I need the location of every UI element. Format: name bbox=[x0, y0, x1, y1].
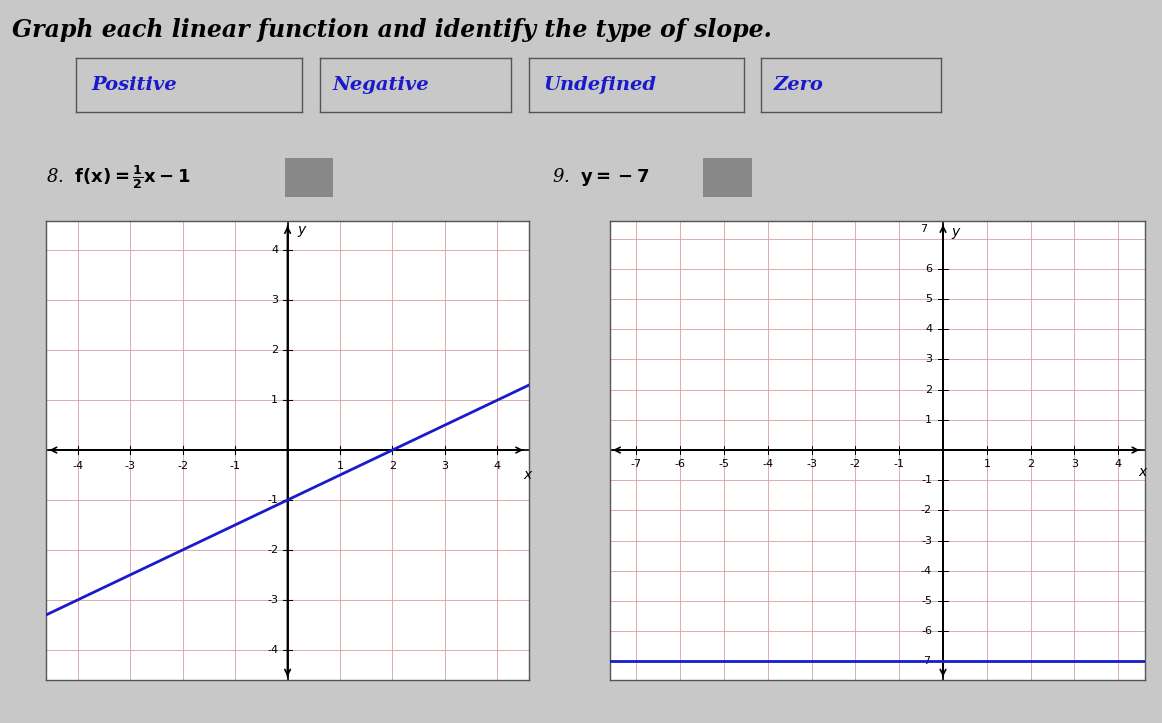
Text: 4: 4 bbox=[271, 245, 278, 255]
Text: 1: 1 bbox=[925, 415, 932, 425]
Text: x: x bbox=[1138, 465, 1146, 479]
Text: -5: -5 bbox=[921, 596, 932, 606]
Text: -4: -4 bbox=[762, 459, 774, 469]
Text: y: y bbox=[297, 223, 306, 237]
Text: 9.  $\mathbf{y = -7}$: 9. $\mathbf{y = -7}$ bbox=[552, 166, 650, 188]
Text: 4: 4 bbox=[925, 324, 932, 334]
Text: -3: -3 bbox=[267, 595, 278, 604]
Text: -7: -7 bbox=[921, 656, 932, 667]
Text: 2: 2 bbox=[925, 385, 932, 395]
Text: -2: -2 bbox=[849, 459, 861, 469]
Text: 4: 4 bbox=[1114, 459, 1121, 469]
Text: -1: -1 bbox=[894, 459, 905, 469]
Text: Graph each linear function and identify the type of slope.: Graph each linear function and identify … bbox=[12, 18, 772, 42]
Text: -6: -6 bbox=[921, 626, 932, 636]
Text: -7: -7 bbox=[631, 459, 641, 469]
Text: -2: -2 bbox=[177, 461, 188, 471]
Text: 2: 2 bbox=[1027, 459, 1034, 469]
Text: -2: -2 bbox=[267, 545, 278, 555]
Text: 2: 2 bbox=[389, 461, 396, 471]
Text: -1: -1 bbox=[921, 475, 932, 485]
Text: -4: -4 bbox=[921, 566, 932, 576]
Text: -5: -5 bbox=[718, 459, 730, 469]
Text: -1: -1 bbox=[267, 495, 278, 505]
Text: 1: 1 bbox=[271, 395, 278, 405]
Text: 1: 1 bbox=[983, 459, 990, 469]
Text: -3: -3 bbox=[921, 536, 932, 546]
Text: -2: -2 bbox=[921, 505, 932, 515]
Text: -3: -3 bbox=[124, 461, 136, 471]
Text: 5: 5 bbox=[925, 294, 932, 304]
Text: -6: -6 bbox=[675, 459, 686, 469]
Text: 3: 3 bbox=[442, 461, 449, 471]
Text: y: y bbox=[951, 225, 959, 239]
Text: Negative: Negative bbox=[333, 76, 430, 94]
Text: -3: -3 bbox=[806, 459, 817, 469]
Text: x: x bbox=[523, 468, 532, 482]
Text: 3: 3 bbox=[271, 296, 278, 305]
Text: Zero: Zero bbox=[774, 76, 824, 94]
Text: 6: 6 bbox=[925, 264, 932, 274]
Text: 4: 4 bbox=[494, 461, 501, 471]
Text: -4: -4 bbox=[267, 645, 278, 655]
Text: -1: -1 bbox=[230, 461, 241, 471]
Text: 1: 1 bbox=[337, 461, 344, 471]
Text: 2: 2 bbox=[271, 346, 278, 355]
Text: 3: 3 bbox=[925, 354, 932, 364]
Text: Positive: Positive bbox=[92, 76, 177, 94]
Text: 3: 3 bbox=[1071, 459, 1078, 469]
Text: -4: -4 bbox=[72, 461, 84, 471]
Text: 7: 7 bbox=[920, 223, 927, 234]
Text: Undefined: Undefined bbox=[544, 76, 657, 94]
Text: 8.  $\mathbf{f(x) = \frac{1}{2}x - 1}$: 8. $\mathbf{f(x) = \frac{1}{2}x - 1}$ bbox=[46, 163, 191, 191]
